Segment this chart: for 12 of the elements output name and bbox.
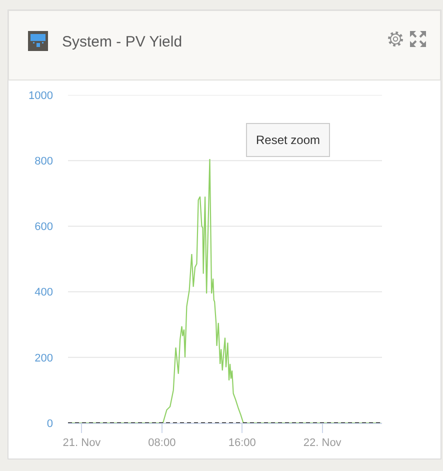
chart-title: System - PV Yield — [62, 33, 182, 50]
y-tick-label: 600 — [34, 221, 53, 234]
y-tick-label: 400 — [34, 286, 53, 299]
y-tick-label: 200 — [34, 352, 53, 364]
x-tick-label: 08:00 — [148, 437, 176, 450]
y-tick-label: 1000 — [28, 90, 53, 102]
y-tick-label: 800 — [34, 155, 53, 168]
x-tick-label: 16:00 — [228, 437, 256, 450]
x-tick-label: 21. Nov — [62, 437, 102, 450]
y-tick-label: 0 — [46, 418, 53, 430]
x-tick-label: 22. Nov — [303, 437, 342, 450]
annotation: Reset zoom — [256, 133, 320, 147]
